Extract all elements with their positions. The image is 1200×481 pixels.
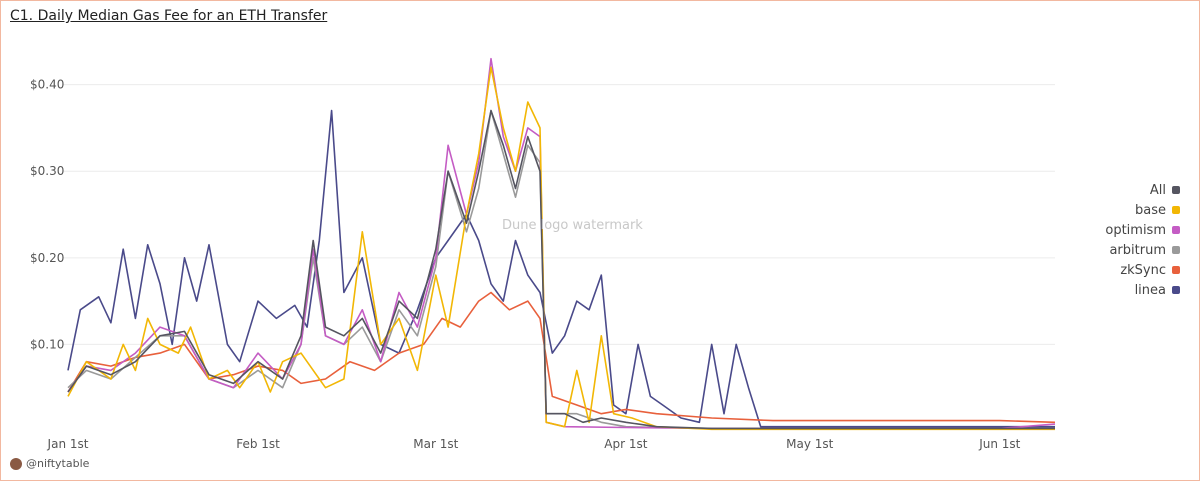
series-line-optimism[interactable] — [67, 57, 1056, 430]
legend-swatch — [1172, 246, 1180, 254]
legend-swatch — [1172, 226, 1180, 234]
legend-swatch — [1172, 206, 1180, 214]
legend-label: base — [1135, 202, 1166, 218]
legend-item-linea[interactable]: linea — [1105, 280, 1180, 300]
legend-label: All — [1149, 182, 1166, 198]
x-tick-label: Mar 1st — [413, 437, 458, 451]
legend-swatch — [1172, 286, 1180, 294]
series-line-linea[interactable] — [67, 109, 1055, 428]
x-tick-label: Jun 1st — [978, 437, 1020, 451]
legend-item-optimism[interactable]: optimism — [1105, 220, 1180, 240]
legend-label: linea — [1134, 282, 1166, 298]
y-tick-label: $0.20 — [30, 251, 64, 265]
x-axis: Jan 1st Feb 1st Mar 1st Apr 1st May 1st Jun 1… — [47, 437, 1021, 451]
avatar — [10, 457, 22, 470]
chart-legend: All base optimism arbitrum zkSync linea — [1105, 180, 1180, 300]
chart-title[interactable]: C1. Daily Median Gas Fee for an ETH Tran… — [10, 8, 328, 24]
legend-label: zkSync — [1120, 262, 1166, 278]
legend-label: optimism — [1105, 222, 1166, 238]
y-axis: $0.10 $0.20 $0.30 $0.40 — [30, 78, 64, 352]
series-line-base[interactable] — [67, 66, 1055, 431]
legend-item-base[interactable]: base — [1105, 200, 1180, 220]
grid — [63, 84, 1055, 345]
series-line-All[interactable] — [67, 109, 1055, 430]
legend-item-All[interactable]: All — [1105, 180, 1180, 200]
y-tick-label: $0.40 — [30, 78, 64, 92]
legend-item-zkSync[interactable]: zkSync — [1105, 260, 1180, 280]
credit: @niftytable — [10, 457, 89, 470]
x-tick-label: Feb 1st — [236, 437, 280, 451]
series-lines — [67, 57, 1056, 431]
y-tick-label: $0.30 — [30, 164, 64, 178]
x-tick-label: Jan 1st — [47, 437, 89, 451]
legend-item-arbitrum[interactable]: arbitrum — [1105, 240, 1180, 260]
credit-handle[interactable]: @niftytable — [26, 457, 90, 470]
legend-label: arbitrum — [1109, 242, 1166, 258]
x-tick-label: May 1st — [786, 437, 834, 451]
y-tick-label: $0.10 — [30, 337, 64, 351]
x-tick-label: Apr 1st — [604, 437, 647, 451]
dune-watermark: Dune logo watermark — [502, 218, 643, 233]
legend-swatch — [1172, 266, 1180, 274]
legend-swatch — [1172, 186, 1180, 194]
series-line-zkSync[interactable] — [67, 291, 1056, 424]
